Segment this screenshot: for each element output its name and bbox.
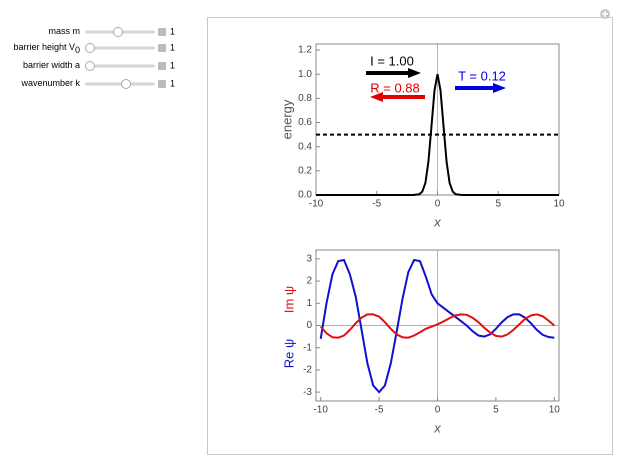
- y-tick-label: 0.6: [298, 117, 312, 128]
- slider-thumb[interactable]: [85, 61, 95, 71]
- y-tick-label: 0.8: [298, 93, 312, 104]
- y-tick-label: 0.2: [298, 165, 312, 176]
- control-value: 1: [170, 78, 175, 88]
- control-value: 1: [170, 26, 175, 36]
- x-tick-label: 0: [435, 405, 441, 416]
- control-label-text: wavenumber k: [20, 78, 80, 88]
- increment-button[interactable]: [158, 28, 166, 36]
- increment-button[interactable]: [158, 80, 166, 88]
- y-tick-label: 3: [306, 254, 312, 265]
- legend-label: Re ψ: [281, 339, 296, 369]
- annotation: R = 0.88: [370, 80, 420, 95]
- slider-track[interactable]: [85, 46, 155, 50]
- x-tick-label: 5: [493, 405, 499, 416]
- annotation: I = 1.00: [370, 53, 414, 68]
- controls: mass m 1 barrier height V0 1 barrier width a…: [13, 26, 175, 89]
- y-tick-label: 2: [306, 276, 312, 287]
- x-tick-label: -5: [375, 405, 384, 416]
- curve: [319, 313, 555, 339]
- y-tick-label: 1.0: [298, 69, 312, 80]
- x-axis-label: x: [433, 214, 441, 229]
- slider-track[interactable]: [85, 64, 155, 68]
- annotation: T = 0.12: [458, 68, 506, 83]
- y-tick-label: 1: [306, 298, 312, 309]
- y-axis-label: energy: [279, 99, 294, 139]
- x-tick-label: -5: [372, 199, 381, 210]
- x-tick-label: 10: [549, 405, 561, 416]
- y-tick-label: -2: [303, 365, 312, 376]
- add-icon: [602, 11, 608, 17]
- x-tick-label: 0: [435, 199, 441, 210]
- slider-thumb[interactable]: [121, 79, 131, 89]
- control-label-text: mass m: [49, 26, 81, 36]
- control-value: 1: [170, 60, 175, 70]
- control-value: 1: [170, 42, 175, 52]
- slider-thumb[interactable]: [85, 43, 95, 53]
- control-label: barrier width a: [23, 60, 80, 70]
- y-tick-label: -1: [303, 342, 312, 353]
- increment-button[interactable]: [158, 62, 166, 70]
- x-tick-label: -10: [313, 405, 328, 416]
- control-label: mass m: [49, 26, 81, 36]
- x-tick-label: 10: [553, 199, 565, 210]
- control-label-subscript: 0: [75, 45, 80, 55]
- y-tick-label: 0.0: [298, 190, 312, 201]
- curve: [316, 74, 559, 196]
- y-tick-label: -3: [303, 387, 312, 398]
- control-label-text: barrier height V: [13, 42, 75, 52]
- control-label: wavenumber k: [20, 78, 80, 88]
- x-tick-label: -10: [309, 199, 324, 210]
- chart: -10 -5 0 5 10 0.0 0.2 0.4 0.6 0.8 1.0 1.2 x energy I =…: [279, 43, 565, 229]
- slider-track[interactable]: [85, 82, 155, 86]
- x-axis-label: x: [433, 420, 441, 435]
- slider-thumb[interactable]: [113, 27, 123, 37]
- x-tick-label: 5: [495, 199, 501, 210]
- flux-arrows: [366, 68, 506, 102]
- y-tick-label: 0.4: [298, 141, 312, 152]
- legend-label: Im ψ: [281, 286, 296, 313]
- y-tick-label: 0: [306, 320, 312, 331]
- control-label: barrier height V0: [13, 42, 80, 55]
- content-panel: [207, 17, 613, 455]
- control-label-text: barrier width a: [23, 60, 80, 70]
- y-tick-label: 1.2: [298, 45, 312, 56]
- increment-button[interactable]: [158, 44, 166, 52]
